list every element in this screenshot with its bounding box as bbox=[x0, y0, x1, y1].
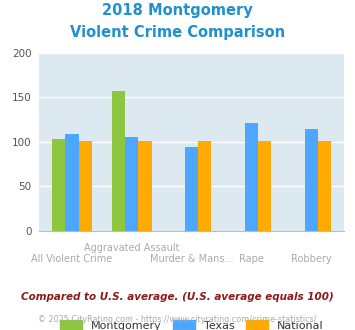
Text: Robbery: Robbery bbox=[291, 254, 332, 264]
Bar bbox=[125, 137, 138, 231]
Text: © 2025 CityRating.com - https://www.cityrating.com/crime-statistics/: © 2025 CityRating.com - https://www.city… bbox=[38, 315, 317, 324]
Bar bbox=[305, 128, 318, 231]
Bar bbox=[65, 134, 78, 231]
Bar bbox=[198, 141, 212, 231]
Bar bbox=[78, 141, 92, 231]
Bar bbox=[138, 141, 152, 231]
Bar bbox=[52, 139, 65, 231]
Bar bbox=[258, 141, 271, 231]
Bar bbox=[318, 141, 331, 231]
Text: 2018 Montgomery: 2018 Montgomery bbox=[102, 3, 253, 18]
Bar bbox=[112, 91, 125, 231]
Text: Murder & Mans...: Murder & Mans... bbox=[150, 254, 234, 264]
Text: Aggravated Assault: Aggravated Assault bbox=[84, 243, 180, 252]
Text: Compared to U.S. average. (U.S. average equals 100): Compared to U.S. average. (U.S. average … bbox=[21, 292, 334, 302]
Bar bbox=[185, 147, 198, 231]
Text: Rape: Rape bbox=[239, 254, 264, 264]
Legend: Montgomery, Texas, National: Montgomery, Texas, National bbox=[55, 316, 328, 330]
Bar bbox=[245, 123, 258, 231]
Text: All Violent Crime: All Violent Crime bbox=[31, 254, 113, 264]
Text: Violent Crime Comparison: Violent Crime Comparison bbox=[70, 25, 285, 40]
